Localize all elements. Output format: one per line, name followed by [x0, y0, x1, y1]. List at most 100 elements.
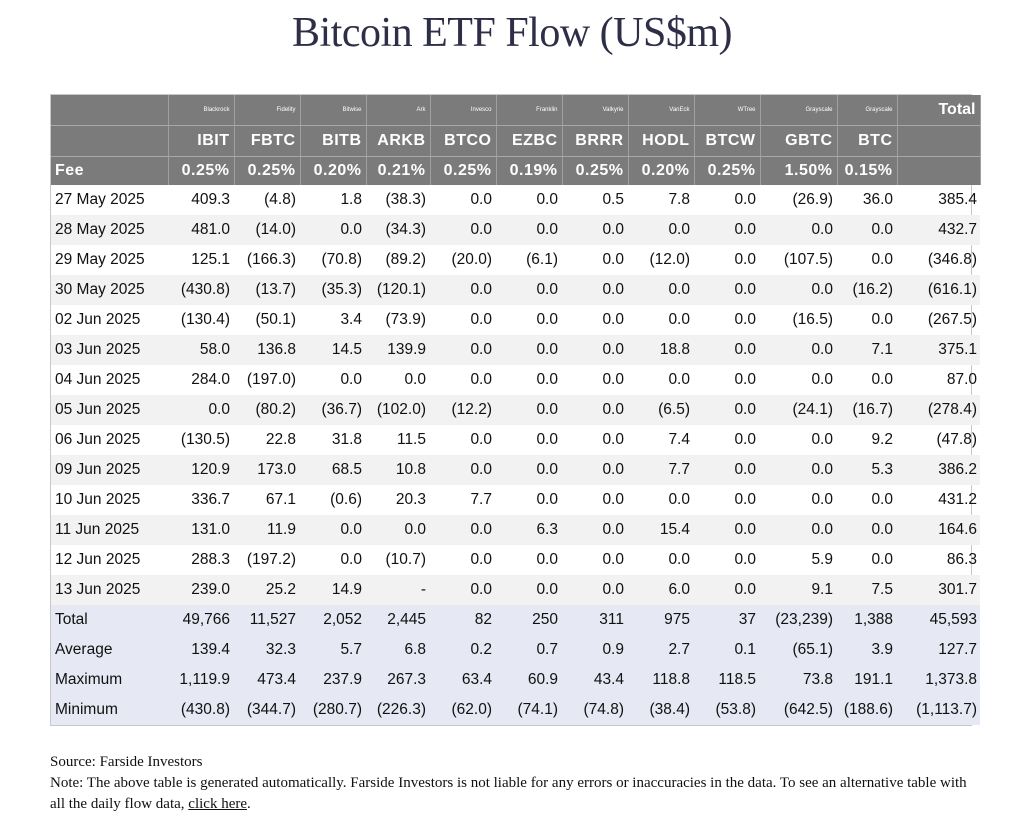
flow-cell: (4.8): [264, 191, 296, 208]
flow-cell: 0.0: [734, 251, 756, 268]
flow-cell: (14.0): [234, 215, 300, 245]
ticker-header: BRRR: [562, 125, 629, 157]
etf-flow-table: Blackrock Fidelity Bitwise Ark Invesco Frankl…: [51, 95, 981, 725]
alternative-table-link[interactable]: click here: [188, 796, 248, 812]
summary-cell: 11,527: [234, 605, 300, 635]
fee-cell: 1.50%: [760, 156, 838, 185]
flow-cell: 18.8: [628, 335, 694, 365]
fee-cell: 0.19%: [496, 156, 563, 185]
flow-cell: 0.0: [430, 215, 496, 245]
row-date: 12 Jun 2025: [55, 551, 141, 568]
fee-label: Fee: [51, 156, 169, 185]
summary-cell: (226.3): [366, 695, 430, 725]
flow-cell: 0.0: [811, 431, 833, 448]
fee-row: Fee 0.25% 0.25% 0.20% 0.21% 0.25% 0.19% 0.25% 0.…: [51, 156, 981, 185]
flow-cell: (13.7): [234, 275, 300, 305]
flow-cell: 5.3: [837, 455, 897, 485]
flow-cell: 0.0: [668, 491, 690, 508]
summary-cell: 118.8: [628, 665, 694, 695]
flow-cell: 0.0: [837, 515, 897, 545]
summary-cell: (23,239): [760, 605, 837, 635]
flow-cell: 0.0: [562, 575, 628, 605]
row-date: 04 Jun 2025: [55, 371, 141, 388]
table-row: 12 Jun 2025 288.3 (197.2) 0.0 (10.7) 0.0 0.0 0.…: [51, 545, 980, 575]
summary-label: Maximum: [51, 665, 168, 695]
issuer-header: Grayscale: [760, 95, 838, 126]
summary-cell: 1,119.9: [168, 665, 234, 695]
flow-cell: 0.0: [470, 431, 492, 448]
flow-cell: (0.6): [330, 491, 362, 508]
flow-cell: (430.8): [168, 275, 234, 305]
fee-cell: 0.15%: [837, 156, 898, 185]
summary-row: Maximum 1,119.9 473.4 237.9 267.3 63.4 60.9 43.…: [51, 665, 980, 695]
summary-cell: (65.1): [760, 635, 837, 665]
flow-cell: (130.5): [180, 431, 230, 448]
row-total: 386.2: [897, 455, 980, 485]
flow-cell: (12.2): [430, 395, 496, 425]
flow-cell: 0.0: [470, 371, 492, 388]
summary-cell: 975: [628, 605, 694, 635]
summary-total: 45,593: [897, 605, 980, 635]
flow-cell: 0.0: [536, 551, 558, 568]
flow-cell: 58.0: [168, 335, 234, 365]
flow-cell: 22.8: [265, 431, 296, 448]
flow-cell: 0.0: [694, 575, 760, 605]
flow-cell: (120.1): [366, 275, 430, 305]
issuer-header: Bitwise: [300, 95, 367, 126]
flow-cell: (166.3): [246, 251, 296, 268]
table-row: 03 Jun 2025 58.0 136.8 14.5 139.9 0.0 0.0 0.0 18…: [51, 335, 980, 365]
flow-cell: 0.0: [430, 515, 496, 545]
ticker-header: FBTC: [234, 125, 301, 157]
flow-cell: (38.3): [385, 191, 427, 208]
row-total: 164.6: [897, 515, 980, 545]
flow-cell: 0.0: [734, 551, 756, 568]
flow-cell: 0.0: [430, 455, 496, 485]
flow-cell: (197.2): [246, 551, 296, 568]
row-date: 02 Jun 2025: [55, 311, 141, 328]
flow-cell: 0.0: [694, 275, 760, 305]
fee-cell: 0.25%: [694, 156, 761, 185]
summary-cell: (38.4): [628, 695, 694, 725]
ticker-header: BTCW: [694, 125, 761, 157]
flow-cell: 120.9: [168, 455, 234, 485]
flow-cell: (12.0): [649, 251, 691, 268]
flow-cell: (130.4): [180, 311, 230, 328]
flow-cell: 0.0: [496, 455, 562, 485]
row-date: 05 Jun 2025: [51, 395, 168, 425]
flow-cell: 0.0: [811, 371, 833, 388]
summary-cell: 139.4: [168, 635, 234, 665]
summary-cell: 118.5: [694, 665, 760, 695]
flow-cell: 173.0: [234, 455, 300, 485]
table-row: 30 May 2025 (430.8) (13.7) (35.3) (120.1) 0.0…: [51, 275, 980, 305]
flow-cell: 0.0: [602, 551, 624, 568]
note-end: .: [247, 796, 251, 812]
flow-cell: 0.0: [562, 335, 628, 365]
flow-cell: 6.3: [496, 515, 562, 545]
row-total: (616.1): [897, 275, 980, 305]
flow-cell: 0.0: [602, 251, 624, 268]
table-row: 04 Jun 2025 284.0 (197.0) 0.0 0.0 0.0 0.0 0.0 0.…: [51, 365, 980, 395]
flow-cell: 20.3: [395, 491, 426, 508]
flow-cell: 0.0: [300, 515, 366, 545]
summary-cell: 2,445: [366, 605, 430, 635]
flow-cell: 0.0: [694, 395, 760, 425]
flow-cell: 0.0: [470, 551, 492, 568]
summary-cell: 5.7: [300, 635, 366, 665]
flow-cell: 0.0: [430, 575, 496, 605]
table-row: 05 Jun 2025 0.0 (80.2) (36.7) (102.0) (12.2) 0…: [51, 395, 980, 425]
fee-cell: 0.25%: [562, 156, 629, 185]
flow-cell: 0.0: [496, 395, 562, 425]
table-row: 06 Jun 2025 (130.5) 22.8 31.8 11.5 0.0 0.0 0.0 7…: [51, 425, 980, 455]
flow-cell: (10.7): [385, 551, 427, 568]
flow-cell: 0.0: [734, 491, 756, 508]
ticker-header: ARKB: [366, 125, 431, 157]
summary-cell: 267.3: [366, 665, 430, 695]
row-total: 87.0: [946, 371, 977, 388]
note-body: Note: The above table is generated autom…: [50, 775, 967, 812]
flow-cell: 0.0: [837, 215, 897, 245]
summary-cell: 0.1: [694, 635, 760, 665]
ticker-total-cell: [897, 125, 981, 157]
flow-cell: 9.1: [760, 575, 837, 605]
summary-cell: 63.4: [430, 665, 496, 695]
flow-cell: 0.0: [760, 335, 837, 365]
